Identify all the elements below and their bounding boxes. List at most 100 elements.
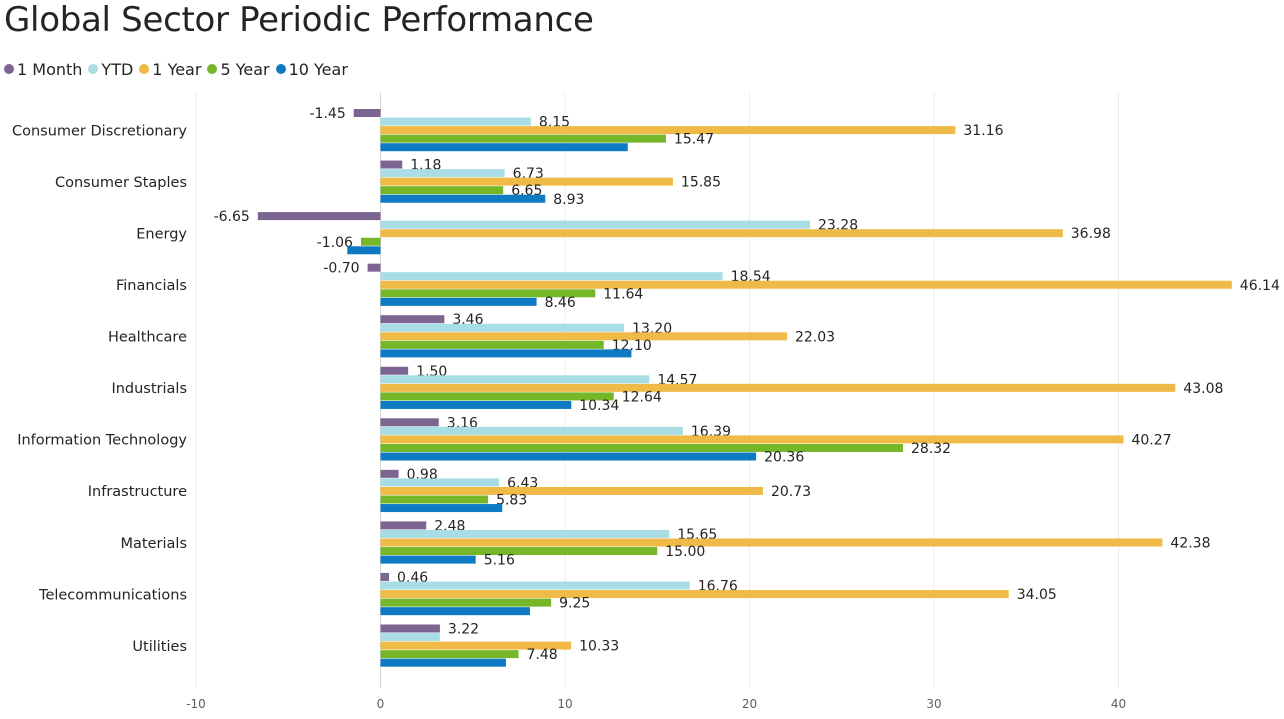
bar-0-5[interactable] <box>380 366 409 375</box>
category-label-3: Financials <box>116 278 187 294</box>
data-label-2-2: 36.98 <box>1071 226 1111 242</box>
bar-2-6[interactable] <box>380 435 1124 444</box>
legend-label-4: 10 Year <box>288 59 348 79</box>
legend-marker-1 <box>88 64 99 74</box>
data-label-2-7: 20.73 <box>771 484 811 500</box>
bar-3-4[interactable] <box>380 340 604 349</box>
bar-0-4[interactable] <box>380 315 445 324</box>
data-label-2-9: 34.05 <box>1017 587 1057 603</box>
bar-4-7[interactable] <box>380 504 503 513</box>
bar-1-5[interactable] <box>380 375 650 384</box>
x-tick-label-2: 10 <box>557 697 572 711</box>
bar-4-4[interactable] <box>380 349 632 358</box>
data-label-3-6: 28.32 <box>911 441 951 457</box>
legend-marker-3 <box>207 64 218 74</box>
bar-0-1[interactable] <box>380 160 403 169</box>
bar-2-4[interactable] <box>380 332 787 341</box>
x-tick-label-5: 40 <box>1111 697 1126 711</box>
bar-2-9[interactable] <box>380 590 1009 599</box>
bar-0-10[interactable] <box>380 624 440 633</box>
legend-label-0: 1 Month <box>17 59 83 79</box>
category-label-1: Consumer Staples <box>55 175 187 191</box>
data-label-3-2: -1.06 <box>317 235 353 251</box>
bar-3-10[interactable] <box>380 650 519 659</box>
data-label-4-5: 10.34 <box>579 398 619 414</box>
bar-0-2[interactable] <box>257 212 381 221</box>
bar-3-0[interactable] <box>380 134 666 143</box>
bar-2-0[interactable] <box>380 126 956 135</box>
bar-0-0[interactable] <box>353 109 381 117</box>
data-label-2-8: 42.38 <box>1170 536 1210 552</box>
bar-1-4[interactable] <box>380 323 625 332</box>
bar-3-1[interactable] <box>380 186 504 195</box>
category-label-10: Utilities <box>132 639 187 655</box>
bar-4-8[interactable] <box>380 555 476 564</box>
bar-2-5[interactable] <box>380 383 1176 392</box>
bar-4-1[interactable] <box>380 194 546 203</box>
bar-2-1[interactable] <box>380 177 673 186</box>
bar-3-8[interactable] <box>380 547 658 556</box>
legend-item-0[interactable]: 1 Month <box>4 60 82 79</box>
bar-4-5[interactable] <box>380 400 572 409</box>
bar-4-9[interactable] <box>380 607 530 616</box>
legend-label-3: 5 Year <box>220 59 270 79</box>
legend-item-2[interactable]: 1 Year <box>139 60 201 79</box>
data-label-3-7: 5.83 <box>496 493 527 509</box>
bar-1-3[interactable] <box>380 272 723 281</box>
data-label-2-0: 31.16 <box>963 123 1003 139</box>
bar-1-7[interactable] <box>380 478 500 487</box>
bar-2-7[interactable] <box>380 486 763 495</box>
bar-4-6[interactable] <box>380 452 757 461</box>
bar-3-5[interactable] <box>380 392 614 401</box>
data-label-4-8: 5.16 <box>484 553 515 569</box>
category-label-0: Consumer Discretionary <box>12 123 187 139</box>
data-label-0-3: -0.70 <box>323 261 359 277</box>
bar-1-1[interactable] <box>380 169 505 178</box>
bar-1-10[interactable] <box>380 633 440 642</box>
data-label-0-10: 3.22 <box>448 622 479 638</box>
data-label-2-5: 43.08 <box>1183 381 1223 397</box>
legend-item-3[interactable]: 5 Year <box>207 59 270 79</box>
bar-3-7[interactable] <box>380 495 489 504</box>
category-label-7: Infrastructure <box>88 484 187 500</box>
bar-0-7[interactable] <box>380 469 399 478</box>
bar-4-10[interactable] <box>380 658 506 667</box>
bar-0-3[interactable] <box>367 263 381 272</box>
bar-1-2[interactable] <box>380 220 811 229</box>
category-label-2: Energy <box>136 226 187 242</box>
legend-label-2: 1 Year <box>152 59 202 79</box>
bar-1-9[interactable] <box>380 581 690 590</box>
legend-marker-2 <box>139 64 150 74</box>
bar-1-6[interactable] <box>380 426 683 435</box>
bar-4-2[interactable] <box>347 246 381 255</box>
data-label-4-3: 8.46 <box>545 295 576 311</box>
data-label-3-9: 9.25 <box>559 596 590 612</box>
legend: 1 Month YTD 1 Year 5 Year 10 Year <box>4 57 354 81</box>
data-label-4-6: 20.36 <box>764 450 804 466</box>
bar-3-3[interactable] <box>380 289 596 298</box>
bar-3-6[interactable] <box>380 443 904 452</box>
data-label-3-5: 12.64 <box>622 389 662 405</box>
x-tick-label-4: 30 <box>926 697 941 711</box>
data-label-3-0: 15.47 <box>674 132 714 148</box>
bar-2-8[interactable] <box>380 538 1163 547</box>
bar-0-8[interactable] <box>380 521 427 530</box>
legend-item-4[interactable]: 10 Year <box>275 59 348 79</box>
bar-2-2[interactable] <box>380 229 1063 238</box>
x-tick-label-0: -10 <box>186 697 206 711</box>
bar-2-3[interactable] <box>380 280 1232 289</box>
data-label-3-3: 11.64 <box>603 286 643 302</box>
bar-4-0[interactable] <box>380 143 628 152</box>
x-tick-label-3: 20 <box>742 697 757 711</box>
bar-1-8[interactable] <box>380 529 670 538</box>
bar-3-9[interactable] <box>380 598 552 607</box>
chart-title: Global Sector Periodic Performance <box>4 0 594 40</box>
category-label-4: Healthcare <box>108 330 187 346</box>
bar-3-2[interactable] <box>360 237 381 246</box>
bar-1-0[interactable] <box>380 117 531 126</box>
legend-item-1[interactable]: YTD <box>88 60 133 79</box>
bar-4-3[interactable] <box>380 297 537 306</box>
bar-2-10[interactable] <box>380 641 572 650</box>
bar-0-6[interactable] <box>380 418 439 427</box>
bar-0-9[interactable] <box>380 572 389 581</box>
